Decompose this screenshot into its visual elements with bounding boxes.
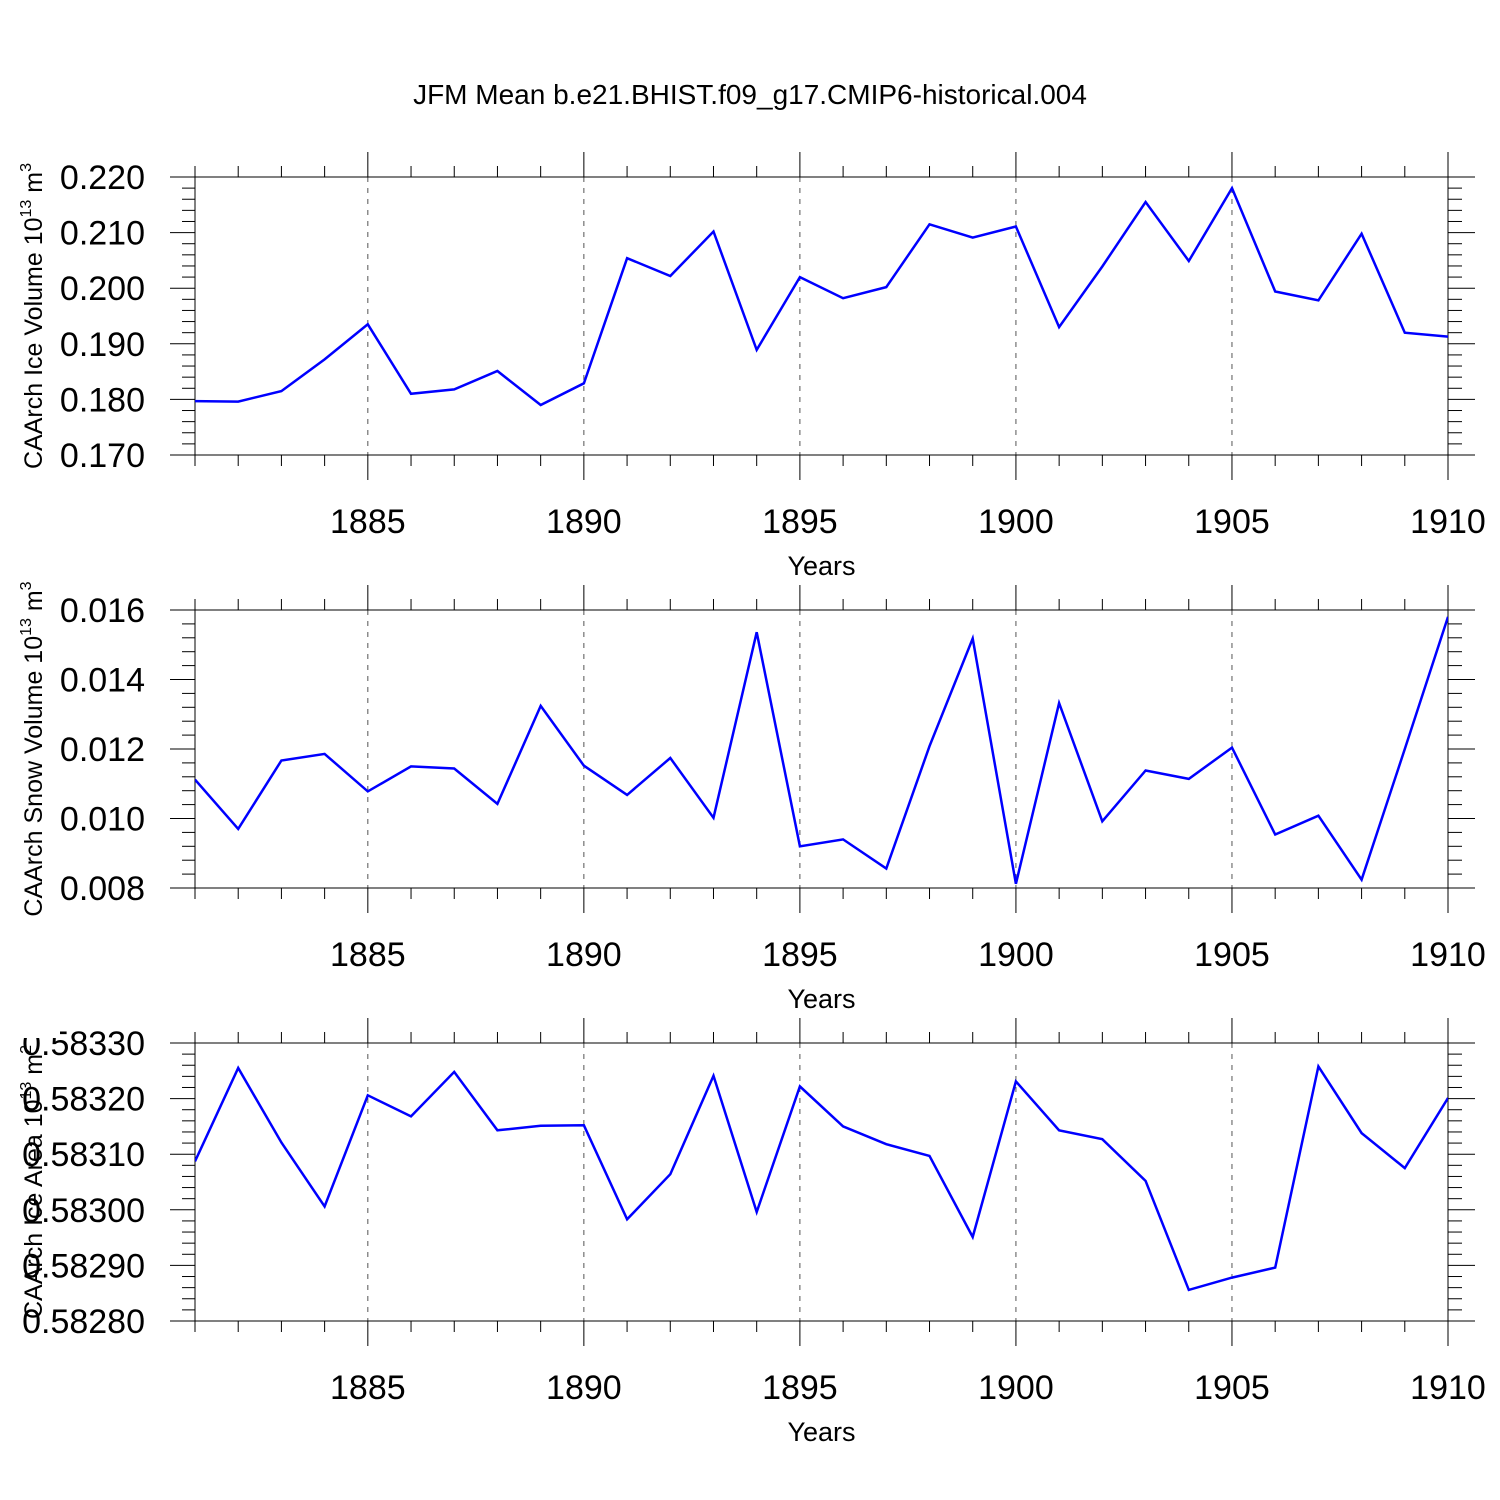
y-tick-label: 0.016 <box>60 592 145 630</box>
y-tick-label: 0.58300 <box>22 1192 145 1230</box>
x-tick-label: 1905 <box>1194 503 1270 541</box>
y-tick-label: 0.58290 <box>22 1247 145 1285</box>
y-axis-label: CAArch Snow Volume 1013 m3 <box>18 581 48 916</box>
chart-panels: 1885 1890 1895 1900 1905 1910 Years 0.170 0.180 0… <box>0 152 1486 1447</box>
y-tick-label: 0.170 <box>60 437 145 475</box>
y-axis-label-unit: m <box>20 172 48 200</box>
y-tick-label: 0.010 <box>60 801 145 839</box>
x-tick-label: 1900 <box>978 503 1054 541</box>
x-tick-label: 1885 <box>330 936 406 974</box>
y-tick-label: 0.008 <box>60 870 145 908</box>
y-tick-label: 0.180 <box>60 381 145 419</box>
y-tick-label: 0.58320 <box>22 1081 145 1119</box>
x-axis-label: Years <box>787 1417 855 1447</box>
x-tick-label: 1905 <box>1194 1369 1270 1407</box>
x-tick-label: 1890 <box>546 503 622 541</box>
y-tick-label: 0.210 <box>60 215 145 253</box>
y-tick-label: 0.190 <box>60 326 145 364</box>
y-axis-label-unit-exponent: 3 <box>18 581 35 590</box>
chart-panel-1: 1885 1890 1895 1900 1905 1910 Years 0.170 0.180 0… <box>18 152 1486 581</box>
x-axis-label: Years <box>787 551 855 581</box>
y-axis-label-text: CAArch Ice Volume 10 <box>20 217 48 469</box>
x-axis-label: Years <box>787 984 855 1014</box>
y-axis-label: CAArch Ice Volume 1013 m3 <box>18 163 48 469</box>
series-line <box>195 616 1448 885</box>
y-axis-label-exponent: 13 <box>18 618 35 636</box>
y-axis-label-exponent: 13 <box>18 1082 35 1100</box>
y-tick-label: 0.58280 <box>22 1303 145 1341</box>
y-axis-label: CAArch Ice Area 1013 m2 <box>18 1045 48 1319</box>
y-axis-label-text: CAArch Snow Volume 10 <box>20 636 48 917</box>
chart-title: JFM Mean b.e21.BHIST.f09_g17.CMIP6-histo… <box>413 79 1087 110</box>
x-tick-label: 1900 <box>978 1369 1054 1407</box>
x-tick-label: 1910 <box>1410 1369 1486 1407</box>
chart-panel-3: 1885 1890 1895 1900 1905 1910 Years 0.58280 0.58… <box>18 1018 1486 1447</box>
y-axis-label-unit: m <box>20 1054 48 1082</box>
x-tick-label: 1895 <box>762 1369 838 1407</box>
x-tick-label: 1885 <box>330 503 406 541</box>
x-tick-label: 1910 <box>1410 936 1486 974</box>
x-tick-label: 1910 <box>1410 503 1486 541</box>
x-tick-label: 1905 <box>1194 936 1270 974</box>
x-tick-label: 1900 <box>978 936 1054 974</box>
y-tick-label: 0.220 <box>60 159 145 197</box>
y-tick-label: 0.014 <box>60 662 145 700</box>
y-axis-label-text: CAArch Ice Area 10 <box>20 1099 48 1319</box>
label-crop-mask <box>0 1005 60 1038</box>
y-tick-label: 0.012 <box>60 731 145 769</box>
x-tick-label: 1885 <box>330 1369 406 1407</box>
y-axis-label-unit-exponent: 2 <box>18 1045 35 1054</box>
series-line <box>195 185 1448 407</box>
x-tick-label: 1895 <box>762 503 838 541</box>
y-axis-label-exponent: 13 <box>18 200 35 218</box>
y-axis-label-unit: m <box>20 590 48 618</box>
y-tick-label: 0.58310 <box>22 1136 145 1174</box>
x-tick-label: 1890 <box>546 1369 622 1407</box>
chart-panel-2: 1885 1890 1895 1900 1905 1910 Years 0.008 0.010 0… <box>18 581 1486 1014</box>
x-tick-label: 1895 <box>762 936 838 974</box>
x-tick-label: 1890 <box>546 936 622 974</box>
y-tick-label: 0.200 <box>60 270 145 308</box>
series-line <box>195 1063 1448 1292</box>
y-axis-label-unit-exponent: 3 <box>18 163 35 172</box>
